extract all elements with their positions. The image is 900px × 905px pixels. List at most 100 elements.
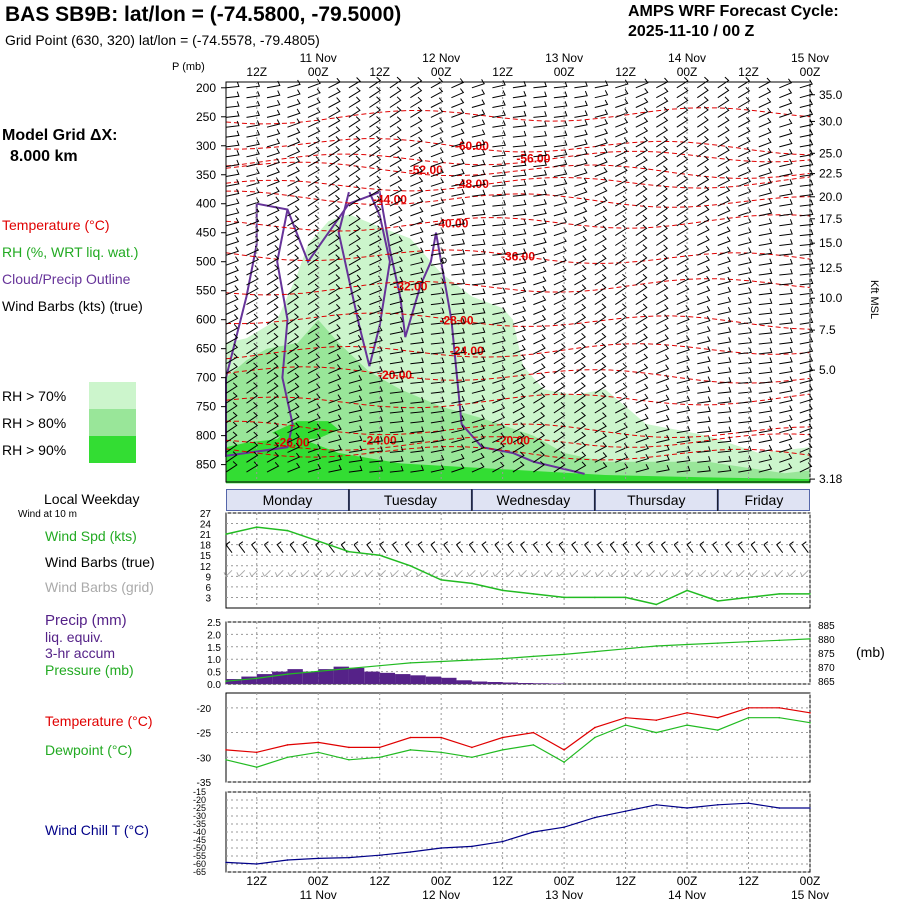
wind-barb-true [457,542,463,553]
wind-barb [267,236,278,246]
wind-barb [574,285,585,295]
wind-barb-true [418,542,424,553]
wind-barb [247,295,258,305]
wind-barb [615,353,626,363]
wind-barb [226,315,238,325]
wind-barb [677,156,688,167]
wind-barb [554,121,567,127]
wind-barb [513,307,526,315]
wind-barb [595,110,608,118]
wind-barb [759,308,772,314]
wind-barb [759,406,772,413]
wind-barb-true [546,542,552,553]
wind-barb [390,117,401,128]
wind-barb [410,187,422,196]
pressure-tick-label: 450 [196,226,216,240]
temp-tick-label: -20 [197,704,212,715]
wind-barb [267,294,278,305]
dewpoint-point [656,732,658,734]
bottom-hour-label: 00Z [308,874,329,888]
wind-barb [308,157,319,167]
wind-chill-point [348,857,350,859]
height-tick-label: 10.0 [819,291,843,305]
wind-barb [718,347,731,354]
dewpoint-point [256,766,258,768]
wind-barb [451,119,463,128]
wind-barb [779,189,792,196]
wind-barb [759,168,771,176]
wind-barb [288,99,300,107]
wind-barb [636,344,647,354]
wind-barb [615,255,626,266]
wind-barb-grid [275,570,283,576]
wind-barb [718,217,730,226]
wind-speed-point [471,583,473,585]
wind-barb [759,299,772,305]
wind-barb [574,169,586,177]
pressure-point [563,654,565,656]
wind-barb [349,78,360,88]
dewpoint-point [410,749,412,751]
pressure-point [410,662,412,664]
wind-speed-point [256,526,258,528]
wind-barb-grid [672,570,680,576]
wind-barb [554,101,567,107]
wind-barb [779,129,791,137]
isotherm-label: -20.00 [496,433,530,447]
wind-barb [226,189,239,196]
wind-barb [636,88,648,97]
wind-barb [718,207,730,216]
precip-bar [257,674,272,684]
wind-barb [369,136,380,147]
wind-speed-point [440,579,442,581]
wind-barb [533,364,544,374]
wind-barb [718,87,729,98]
wind-barb [800,337,813,344]
wind-barb [738,328,751,334]
wind-barb-grid [442,570,450,576]
wind-barb-true [572,542,578,553]
wind-barb [390,97,401,108]
wind-barb [472,220,485,226]
height-tick-label: 20.0 [819,190,843,204]
wind-barb [697,427,710,433]
temperature-point [748,707,750,709]
wind-barbs-true-label: Wind Barbs (true) [45,554,155,570]
wind-barb [718,97,729,108]
wind-barb [390,206,402,216]
wind-barb [574,324,585,335]
wind-barb [574,246,586,256]
top-hour-label: 12Z [738,65,759,79]
wind-barb [697,286,709,295]
wind-barb [697,276,709,285]
wind-barb [779,367,792,374]
wind-barb-grid [711,570,719,576]
wind-barb-true [597,542,603,553]
wind-barb [615,324,626,335]
wind-speed-point [748,597,750,599]
wind-barb [800,239,813,245]
wind-barb [779,149,792,157]
wind-barb [288,186,299,196]
wind-barb [513,111,526,117]
wind-barb [513,131,526,137]
wind-barb [759,358,772,364]
wind-barb [718,237,730,246]
wind-barb [533,315,545,324]
top-date-label: 15 Nov [791,51,829,65]
wind-barb [267,216,279,226]
wind-barb [349,87,360,97]
wind-barb [349,166,360,177]
wind-barb [779,308,792,314]
wind-barb [226,228,239,236]
wind-barb [738,368,751,374]
wind-barb [800,130,813,137]
wind-barb [451,79,463,88]
wind-barb [656,107,667,117]
wind-barb [636,404,648,413]
precip-bar [503,683,518,684]
wind-barb [513,278,526,285]
wind-barb [718,397,731,403]
precip-bar [426,677,441,684]
wind-barb [759,348,772,354]
